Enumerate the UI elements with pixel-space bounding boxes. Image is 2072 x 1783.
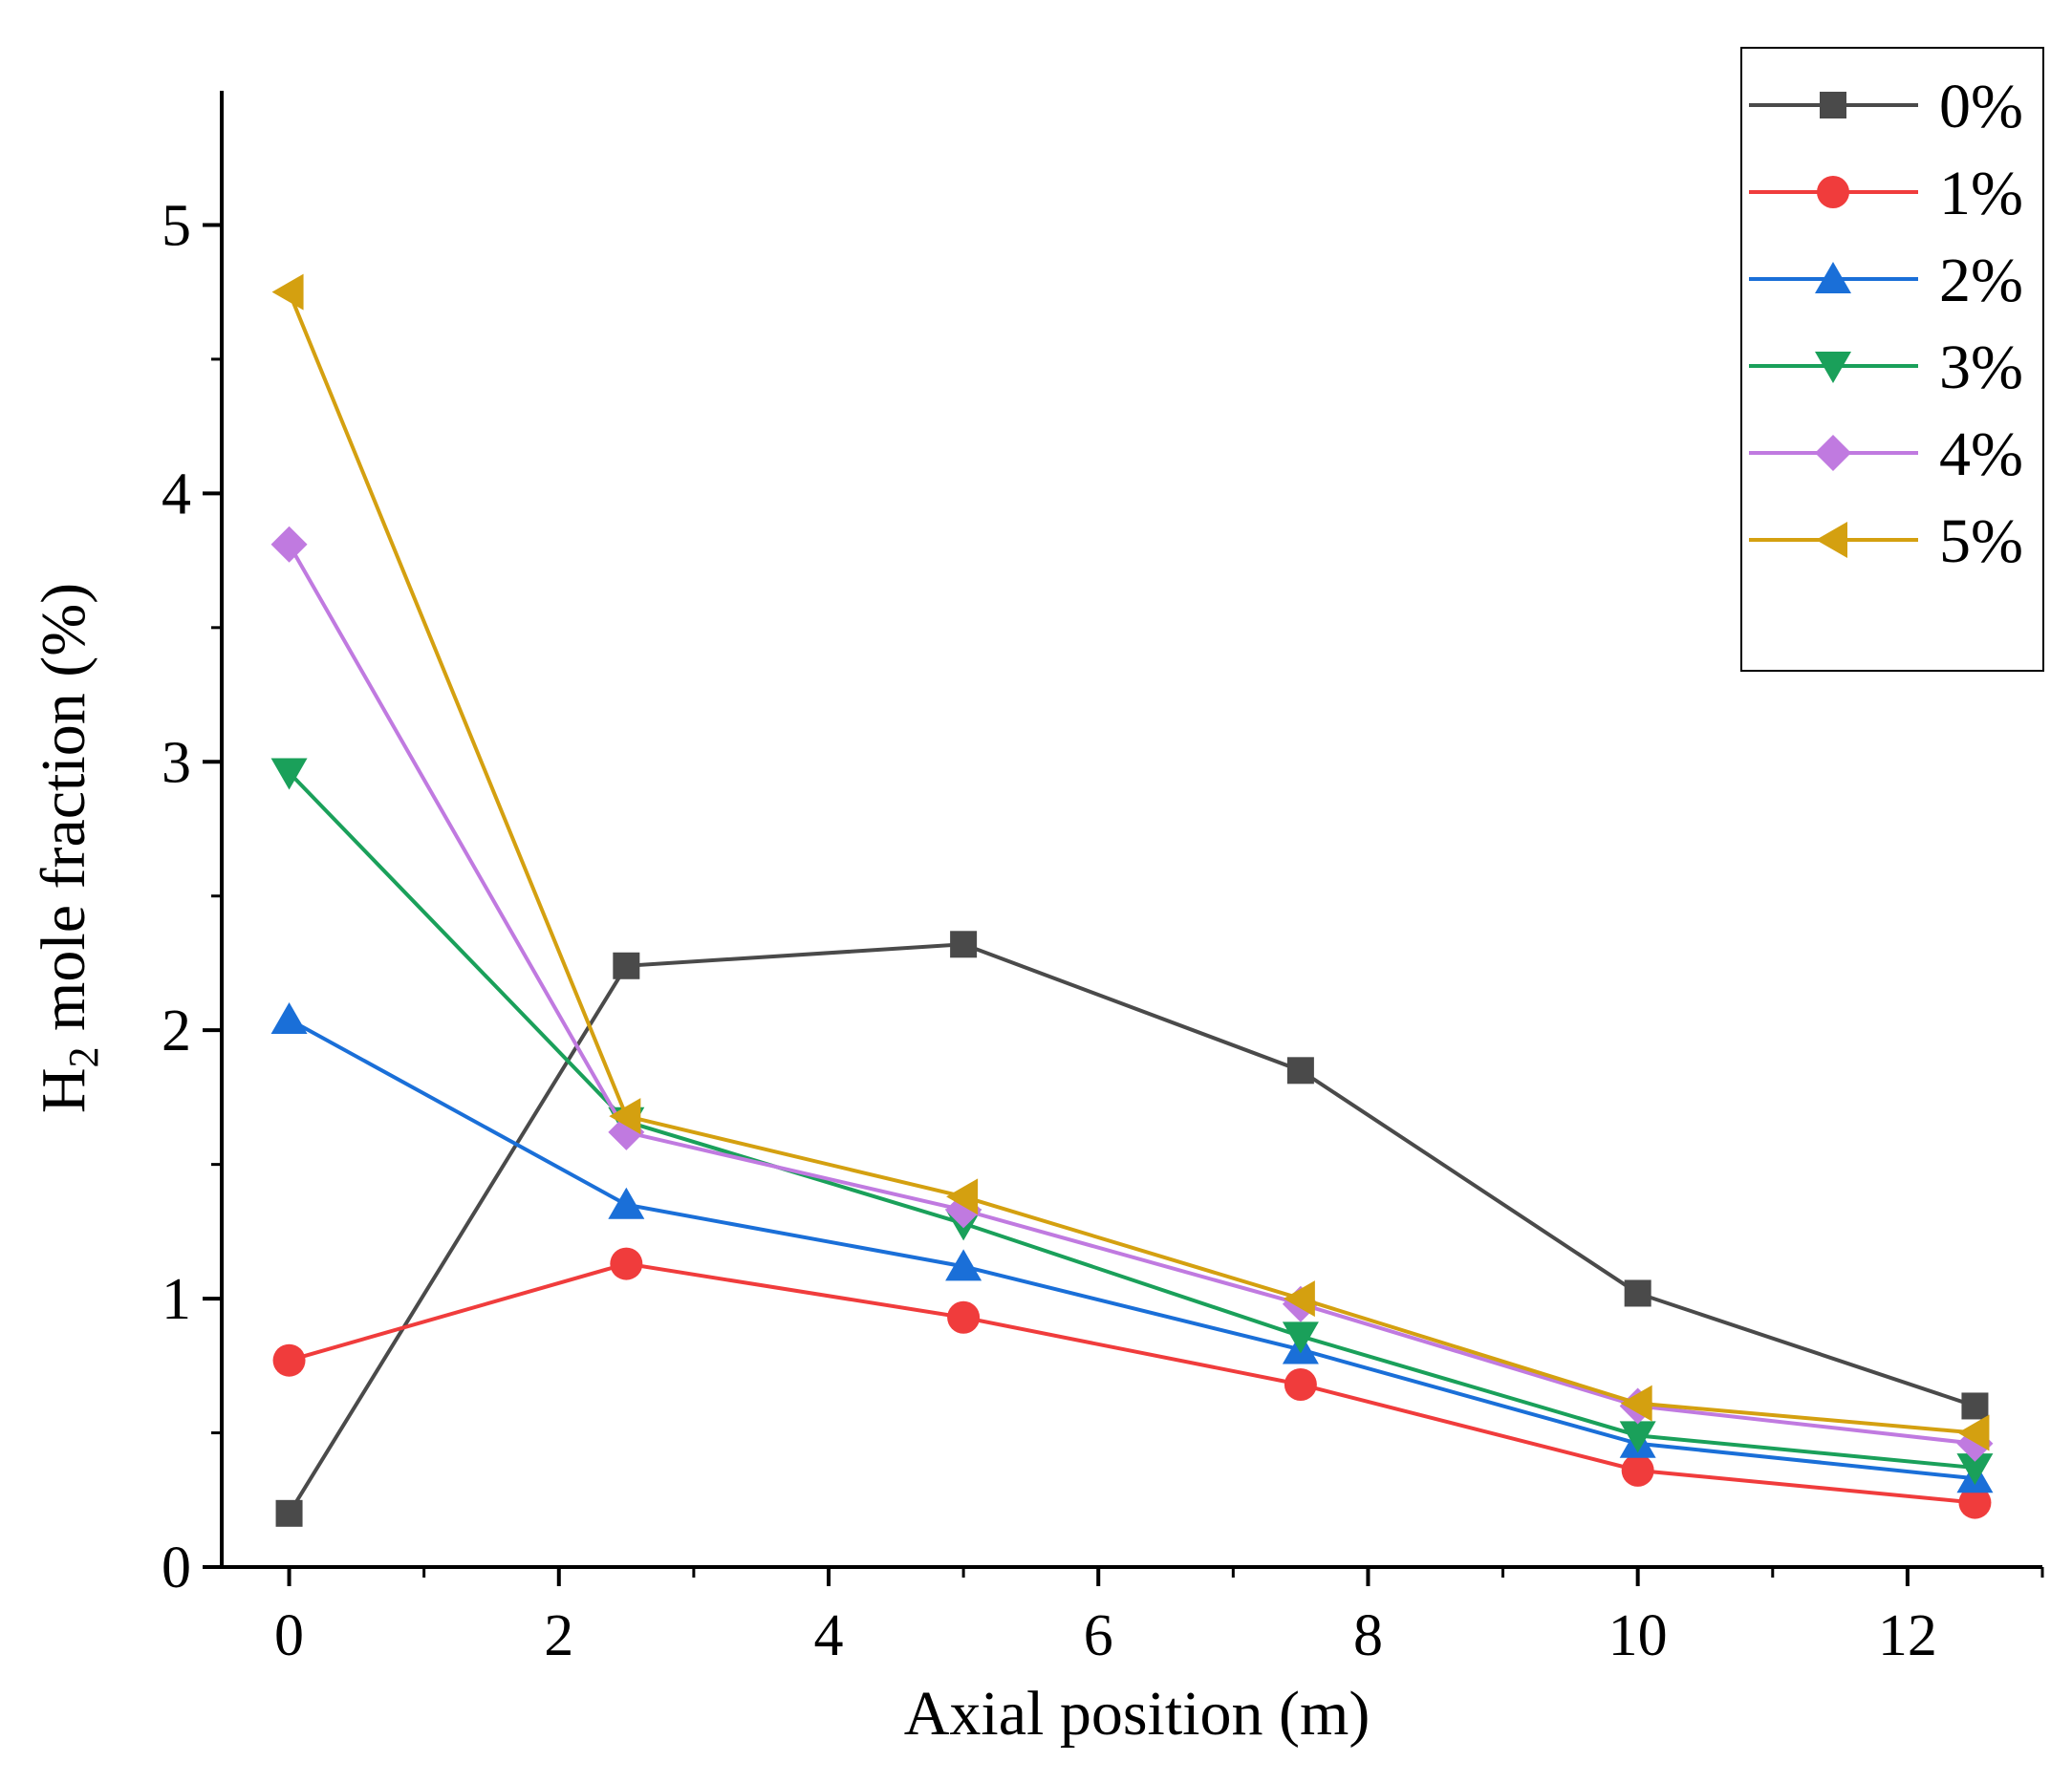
point-1%-x7.5 — [1284, 1367, 1317, 1401]
x-axis-title: Axial position (m) — [904, 1679, 1371, 1749]
legend-item-3%: 3% — [1749, 333, 2023, 402]
x-tick-label-4: 4 — [814, 1603, 844, 1668]
y-axis-title-main: H — [29, 1067, 98, 1113]
legend-marker-4% — [1815, 435, 1851, 471]
legend: 0% 1% 2% 3% 4% 5% — [1740, 47, 2044, 672]
point-3%-x12.5 — [1956, 1453, 1994, 1486]
point-1%-x5 — [947, 1300, 981, 1334]
y-tick-label-0: 0 — [162, 1536, 191, 1600]
point-5%-x5 — [946, 1178, 979, 1215]
y-axis-title-subscript: 2 — [60, 1046, 107, 1067]
point-5%-x2.5 — [609, 1098, 641, 1135]
legend-marker-2% — [1815, 262, 1851, 293]
point-2%-x2.5 — [608, 1187, 645, 1219]
point-0%-x5 — [950, 931, 978, 958]
series-0% — [275, 931, 1989, 1527]
point-4%-x0 — [270, 526, 308, 563]
x-tick-label-6: 6 — [1084, 1603, 1113, 1668]
point-0%-x2.5 — [613, 952, 640, 979]
plot-series — [270, 273, 1994, 1527]
point-5%-x12.5 — [1957, 1414, 1990, 1451]
legend-item-5%: 5% — [1749, 506, 2023, 576]
series-line-1% — [289, 1261, 1975, 1505]
x-tick-label-8: 8 — [1353, 1603, 1383, 1668]
legend-item-2%: 2% — [1749, 246, 2023, 315]
legend-marker-1% — [1817, 176, 1849, 208]
series-1% — [272, 1247, 1992, 1519]
point-5%-x10 — [1620, 1385, 1652, 1422]
series-line-5% — [287, 290, 1975, 1435]
legend-marker-0% — [1820, 92, 1846, 118]
point-3%-x10 — [1619, 1421, 1656, 1453]
x-tick-label-10: 10 — [1608, 1603, 1668, 1668]
point-3%-x0 — [270, 758, 308, 790]
legend-marker-5% — [1816, 522, 1847, 558]
series-line-2% — [288, 1018, 1975, 1481]
legend-item-0%: 0% — [1749, 72, 2023, 141]
legend-label-2%: 2% — [1939, 246, 2023, 315]
legend-label-3%: 3% — [1939, 333, 2023, 402]
point-3%-x7.5 — [1282, 1321, 1319, 1354]
point-1%-x12.5 — [1958, 1486, 1992, 1519]
x-tick-label-0: 0 — [274, 1603, 304, 1668]
legend-marker-3% — [1815, 352, 1851, 383]
legend-label-0%: 0% — [1939, 72, 2023, 141]
point-0%-x7.5 — [1286, 1057, 1314, 1085]
y-tick-label-5: 5 — [162, 193, 191, 258]
y-tick-label-4: 4 — [162, 462, 191, 526]
point-0%-x12.5 — [1961, 1392, 1989, 1420]
legend-item-4%: 4% — [1749, 419, 2023, 489]
point-1%-x2.5 — [610, 1247, 643, 1280]
point-0%-x10 — [1624, 1279, 1651, 1307]
legend-box — [1740, 47, 2044, 672]
x-ticks: 0 2 4 6 8 10 12 — [274, 1567, 2044, 1668]
y-axis-title-rest: mole fraction (%) — [29, 583, 98, 1047]
y-ticks: 0 1 2 3 4 5 — [162, 193, 222, 1600]
point-2%-x0 — [270, 1001, 308, 1034]
legend-label-1%: 1% — [1939, 159, 2023, 228]
series-line-4% — [287, 543, 1975, 1446]
series-line-0% — [287, 942, 1976, 1514]
point-1%-x0 — [272, 1343, 306, 1377]
point-0%-x0 — [275, 1499, 303, 1527]
point-5%-x0 — [271, 273, 304, 311]
point-5%-x7.5 — [1283, 1280, 1315, 1318]
series-2% — [270, 1001, 1994, 1493]
x-tick-label-12: 12 — [1878, 1603, 1937, 1668]
series-line-3% — [288, 771, 1975, 1471]
legend-label-5%: 5% — [1939, 506, 2023, 576]
legend-label-4%: 4% — [1939, 419, 2023, 489]
y-axis-title: H2 mole fraction (%) — [29, 583, 107, 1113]
x-tick-label-2: 2 — [544, 1603, 573, 1668]
y-tick-label-2: 2 — [162, 999, 191, 1063]
series-5% — [271, 273, 1990, 1451]
y-tick-label-3: 3 — [162, 730, 191, 795]
legend-item-1%: 1% — [1749, 159, 2023, 228]
point-2%-x5 — [945, 1249, 982, 1281]
point-1%-x10 — [1621, 1453, 1654, 1487]
y-tick-label-1: 1 — [162, 1267, 191, 1332]
series-4% — [270, 526, 1994, 1462]
